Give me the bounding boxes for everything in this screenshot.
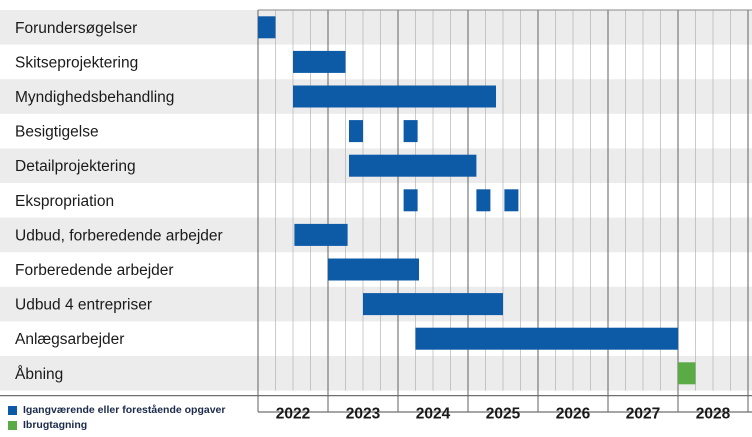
row-stripe	[0, 356, 752, 391]
task-bar	[403, 120, 418, 143]
task-bar	[328, 258, 419, 281]
task-label: Myndighedsbehandling	[15, 89, 174, 106]
task-bar	[415, 327, 678, 350]
row-stripe	[0, 10, 752, 45]
year-tick-label: 2027	[626, 406, 660, 423]
task-bar	[349, 120, 363, 143]
task-bars	[258, 16, 696, 385]
task-bar	[363, 293, 503, 316]
task-label: Anlægsarbejder	[15, 331, 124, 348]
task-bar	[293, 50, 346, 73]
year-tick-label: 2024	[416, 406, 451, 423]
legend-item-ongoing: Igangværende eller forestående opgaver	[8, 404, 225, 416]
row-stripe	[0, 217, 752, 253]
task-label: Udbud, forberedende arbejder	[15, 227, 223, 244]
task-bar	[294, 223, 348, 246]
task-bar	[258, 16, 276, 39]
task-bar	[349, 154, 477, 177]
year-tick-label: 2026	[556, 406, 591, 423]
task-label: Forberedende arbejder	[15, 262, 174, 279]
task-bar	[504, 189, 519, 212]
task-bar	[403, 189, 418, 212]
year-tick-label: 2025	[486, 406, 521, 423]
legend-item-opening: Ibrugtagning	[8, 419, 87, 431]
task-label: Ekspropriation	[15, 193, 114, 210]
year-tick-labels: 2022 2023 2024 2025 2026 2027 2028	[276, 406, 731, 423]
task-bar	[678, 362, 696, 385]
year-tick-label: 2028	[696, 406, 731, 423]
task-label: Besigtigelse	[15, 124, 99, 141]
task-label: Åbning	[15, 366, 63, 383]
year-tick-label: 2023	[346, 406, 381, 423]
legend-label-opening: Ibrugtagning	[23, 419, 88, 431]
legend-swatch-opening	[8, 420, 17, 430]
task-label: Skitseprojektering	[15, 54, 138, 71]
task-label: Udbud 4 entrepriser	[15, 297, 152, 314]
task-bar	[476, 189, 491, 212]
task-label: Detailprojektering	[15, 158, 136, 175]
legend-label-ongoing: Igangværende eller forestående opgaver	[23, 404, 226, 416]
task-bar	[293, 85, 496, 108]
year-tick-label: 2022	[276, 406, 310, 423]
task-labels: Forundersøgelser Skitseprojektering Myndig…	[15, 20, 223, 383]
task-label: Forundersøgelser	[15, 20, 137, 37]
legend-swatch-ongoing	[8, 405, 17, 415]
